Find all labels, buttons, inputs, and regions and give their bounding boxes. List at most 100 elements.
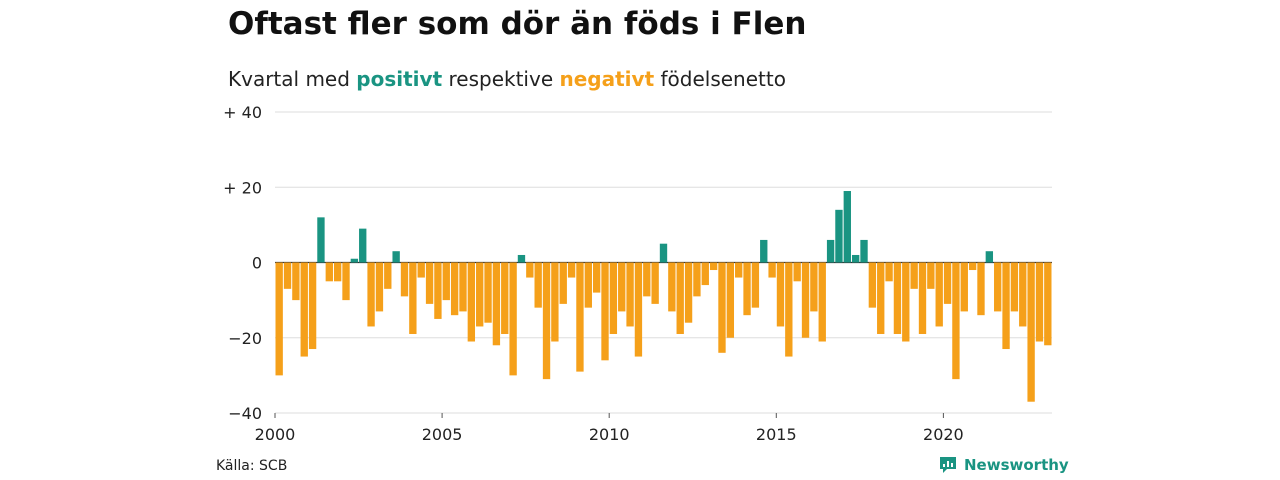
bar: [526, 262, 534, 278]
bar: [868, 262, 877, 308]
bar: [659, 243, 668, 263]
bar: [735, 262, 743, 278]
subtitle-negative: negativt: [559, 67, 655, 91]
bar: [751, 262, 760, 308]
bar: [643, 262, 651, 297]
bar: [300, 262, 308, 357]
bar: [793, 262, 801, 282]
bar: [317, 217, 325, 263]
axis-layer: + 40 + 20 0 −20 −40 2000 2005 2010 2015 2020: [223, 103, 964, 444]
bar: [400, 262, 409, 297]
chart-subtitle: Kvartal med positivt respektive negativt…: [228, 67, 786, 91]
bar: [918, 262, 927, 334]
bar: [559, 262, 567, 304]
bar: [567, 262, 576, 278]
source-note: Källa: SCB: [216, 458, 288, 474]
bar: [501, 262, 509, 334]
bar: [994, 262, 1002, 312]
bar: [684, 262, 693, 323]
chart-title: Oftast fler som dör än föds i Flen: [228, 6, 807, 42]
bar: [718, 262, 726, 353]
bar: [601, 262, 609, 361]
bar: [927, 262, 935, 289]
y-tick-label: −40: [228, 404, 262, 423]
bar: [308, 262, 317, 350]
bar: [960, 262, 968, 312]
y-tick-label: + 40: [223, 103, 262, 122]
bar: [325, 262, 333, 282]
bar: [726, 262, 735, 338]
brand-name: Newsworthy: [964, 456, 1069, 474]
bar: [1002, 262, 1010, 350]
bar: [693, 262, 701, 297]
x-tick-label: 2015: [756, 425, 797, 444]
bar: [709, 262, 718, 271]
bar: [943, 262, 952, 304]
bar: [743, 262, 751, 316]
bar: [1035, 262, 1044, 342]
bar: [860, 239, 868, 263]
bar: [384, 262, 392, 289]
bar: [1044, 262, 1052, 346]
bar: [592, 262, 601, 293]
y-tick-label: 0: [252, 254, 262, 273]
bar: [676, 262, 684, 334]
bar: [1019, 262, 1027, 327]
bar: [534, 262, 542, 308]
bar: [877, 262, 885, 334]
bar: [484, 262, 492, 323]
x-tick-label: 2020: [923, 425, 964, 444]
bar: [342, 262, 350, 301]
bar: [968, 262, 977, 271]
bar: [517, 254, 526, 263]
bar: [392, 251, 400, 263]
bar: [760, 239, 768, 263]
x-tick-label: 2010: [589, 425, 630, 444]
bar: [851, 254, 860, 263]
bar: [818, 262, 826, 342]
bar: [551, 262, 559, 342]
bar: [1010, 262, 1019, 312]
bar: [425, 262, 434, 304]
bar: [935, 262, 943, 327]
bar: [417, 262, 425, 278]
brand-logo[interactable]: Newsworthy: [938, 455, 1069, 475]
bar: [893, 262, 902, 334]
bar: [826, 239, 835, 263]
bar: [584, 262, 592, 308]
bar: [977, 262, 985, 316]
subtitle-suffix: födelsenetto: [660, 67, 786, 91]
bar: [350, 258, 359, 263]
bar: [450, 262, 459, 316]
y-tick-label: + 20: [223, 178, 262, 197]
bar: [835, 209, 843, 263]
bar: [768, 262, 776, 278]
bar: [275, 262, 283, 376]
bar: [618, 262, 626, 312]
bar: [902, 262, 910, 342]
bar: [333, 262, 342, 282]
bar: [375, 262, 384, 312]
subtitle-positive: positivt: [356, 67, 443, 91]
bar: [492, 262, 501, 346]
bar: [785, 262, 793, 357]
subtitle-prefix: Kvartal med: [228, 67, 350, 91]
bar: [509, 262, 517, 376]
bar: [668, 262, 676, 312]
bar: [292, 262, 300, 301]
bar: [459, 262, 467, 312]
bar: [467, 262, 476, 342]
bar: [626, 262, 634, 327]
bar: [885, 262, 893, 282]
bar: [776, 262, 785, 327]
bar: [801, 262, 810, 338]
bar: [701, 262, 709, 286]
bar: [367, 262, 375, 327]
bar: [576, 262, 584, 372]
bar: [542, 262, 551, 380]
bar: [651, 262, 659, 304]
bar: [442, 262, 450, 301]
x-tick-label: 2005: [422, 425, 463, 444]
bar: [409, 262, 417, 334]
